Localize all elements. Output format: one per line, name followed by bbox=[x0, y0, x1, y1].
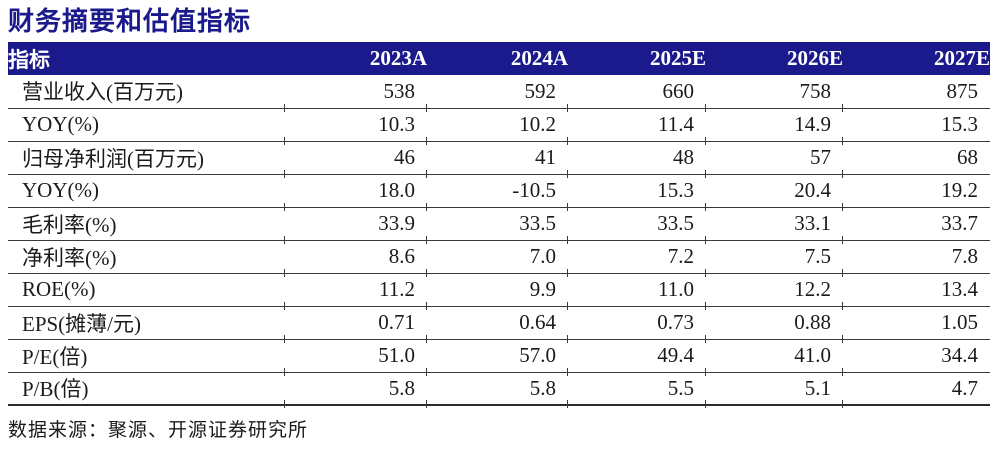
financial-summary-table: 指标 2023A 2024A 2025E 2026E 2027E 营业收入(百万元) 538… bbox=[8, 42, 990, 408]
data-source-note: 数据来源：聚源、开源证券研究所 bbox=[8, 420, 309, 441]
value-cell: 1.05 bbox=[842, 306, 990, 342]
value-cell: 57.0 bbox=[426, 339, 568, 375]
header-cell-year: 2024A bbox=[427, 42, 568, 75]
value-cell: 592 bbox=[426, 75, 568, 112]
header-cell-year: 2026E bbox=[706, 42, 843, 75]
value-cell: 33.7 bbox=[842, 207, 990, 243]
row-label-cell: ROE(%) bbox=[8, 273, 285, 307]
value-cell: 15.3 bbox=[567, 174, 706, 210]
value-cell: 33.1 bbox=[705, 207, 843, 243]
value-cell: 33.9 bbox=[284, 207, 427, 243]
row-label-cell: EPS(摊薄/元) bbox=[8, 306, 285, 340]
value-cell: 0.71 bbox=[284, 306, 427, 342]
value-cell: 660 bbox=[567, 75, 706, 112]
row-label-cell: 毛利率(%) bbox=[8, 207, 285, 241]
value-cell: 19.2 bbox=[842, 174, 990, 210]
value-cell: 14.9 bbox=[705, 108, 843, 144]
value-cell: -10.5 bbox=[426, 174, 568, 210]
value-cell: 7.8 bbox=[842, 240, 990, 276]
value-cell: 13.4 bbox=[842, 273, 990, 309]
value-cell: 538 bbox=[284, 75, 427, 112]
table-row: 毛利率(%) 33.9 33.5 33.5 33.1 33.7 bbox=[8, 207, 990, 243]
value-cell: 15.3 bbox=[842, 108, 990, 144]
row-label-cell: 归母净利润(百万元) bbox=[8, 141, 285, 175]
value-cell: 7.5 bbox=[705, 240, 843, 276]
row-label-cell: 净利率(%) bbox=[8, 240, 285, 274]
row-label-cell: 营业收入(百万元) bbox=[8, 75, 285, 109]
table-row: 归母净利润(百万元) 46 41 48 57 68 bbox=[8, 141, 990, 177]
value-cell: 20.4 bbox=[705, 174, 843, 210]
page-title: 财务摘要和估值指标 bbox=[8, 7, 252, 36]
value-cell: 0.64 bbox=[426, 306, 568, 342]
value-cell: 41 bbox=[426, 141, 568, 177]
value-cell: 10.2 bbox=[426, 108, 568, 144]
value-cell: 57 bbox=[705, 141, 843, 177]
table-row: 净利率(%) 8.6 7.0 7.2 7.5 7.8 bbox=[8, 240, 990, 276]
value-cell: 33.5 bbox=[426, 207, 568, 243]
header-cell-year: 2023A bbox=[285, 42, 427, 75]
value-cell: 5.8 bbox=[426, 372, 568, 408]
row-label-cell: YOY(%) bbox=[8, 174, 285, 208]
value-cell: 12.2 bbox=[705, 273, 843, 309]
value-cell: 0.73 bbox=[567, 306, 706, 342]
header-cell-metric: 指标 bbox=[8, 42, 285, 75]
value-cell: 34.4 bbox=[842, 339, 990, 375]
value-cell: 10.3 bbox=[284, 108, 427, 144]
table-body: 营业收入(百万元) 538 592 660 758 875 YOY(%) 10.3 10.2 11… bbox=[8, 75, 990, 408]
header-cell-year: 2027E bbox=[843, 42, 990, 75]
table-header-row: 指标 2023A 2024A 2025E 2026E 2027E bbox=[8, 42, 990, 75]
value-cell: 11.0 bbox=[567, 273, 706, 309]
table-row: ROE(%) 11.2 9.9 11.0 12.2 13.4 bbox=[8, 273, 990, 309]
value-cell: 5.1 bbox=[705, 372, 843, 408]
value-cell: 0.88 bbox=[705, 306, 843, 342]
value-cell: 46 bbox=[284, 141, 427, 177]
value-cell: 8.6 bbox=[284, 240, 427, 276]
value-cell: 875 bbox=[842, 75, 990, 112]
value-cell: 5.8 bbox=[284, 372, 427, 408]
value-cell: 18.0 bbox=[284, 174, 427, 210]
table-row: YOY(%) 18.0 -10.5 15.3 20.4 19.2 bbox=[8, 174, 990, 210]
value-cell: 9.9 bbox=[426, 273, 568, 309]
value-cell: 51.0 bbox=[284, 339, 427, 375]
value-cell: 7.0 bbox=[426, 240, 568, 276]
row-label-cell: P/E(倍) bbox=[8, 339, 285, 373]
value-cell: 4.7 bbox=[842, 372, 990, 408]
table-row: P/E(倍) 51.0 57.0 49.4 41.0 34.4 bbox=[8, 339, 990, 375]
value-cell: 41.0 bbox=[705, 339, 843, 375]
value-cell: 33.5 bbox=[567, 207, 706, 243]
header-cell-year: 2025E bbox=[568, 42, 706, 75]
table-row: YOY(%) 10.3 10.2 11.4 14.9 15.3 bbox=[8, 108, 990, 144]
value-cell: 11.2 bbox=[284, 273, 427, 309]
row-label-cell: YOY(%) bbox=[8, 108, 285, 142]
table-row: P/B(倍) 5.8 5.8 5.5 5.1 4.7 bbox=[8, 372, 990, 408]
value-cell: 68 bbox=[842, 141, 990, 177]
value-cell: 758 bbox=[705, 75, 843, 112]
value-cell: 48 bbox=[567, 141, 706, 177]
value-cell: 49.4 bbox=[567, 339, 706, 375]
table-row: EPS(摊薄/元) 0.71 0.64 0.73 0.88 1.05 bbox=[8, 306, 990, 342]
value-cell: 5.5 bbox=[567, 372, 706, 408]
table-row: 营业收入(百万元) 538 592 660 758 875 bbox=[8, 75, 990, 112]
value-cell: 11.4 bbox=[567, 108, 706, 144]
value-cell: 7.2 bbox=[567, 240, 706, 276]
row-label-cell: P/B(倍) bbox=[8, 372, 285, 406]
